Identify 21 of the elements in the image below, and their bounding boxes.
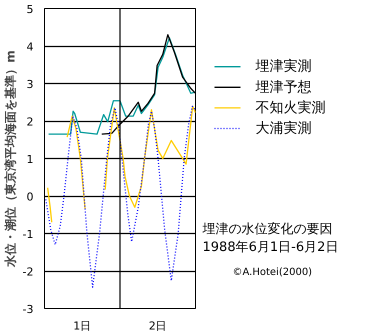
y-tick-label: 0 [26,190,34,204]
y-tick-label: -2 [22,266,34,278]
y-tick-label: 5 [26,3,34,16]
y-tick-label: 3 [26,78,34,91]
text: 埋津の水位変化の要因 [202,221,332,238]
line-series [48,37,196,135]
text: 1988年6月1日-6月2日 [202,240,338,256]
x-tick-label: 1日 [73,320,92,332]
y-tick-label: 1 [26,153,34,166]
text: ©A.Hotei(2000) [232,267,312,278]
y-tick-label: -3 [22,303,34,316]
legend-label: 大浦実測 [256,120,312,136]
x-tick-label: 2日 [148,320,167,332]
legend-label: 不知火実測 [256,100,326,116]
y-axis-title: 水位・潮位（東京湾平均海面を基準）m [4,50,18,268]
y-tick-label: -1 [22,228,34,241]
legend-label: 埋津予想 [254,79,312,96]
y-tick-label: 2 [26,116,34,128]
y-tick-label: 4 [26,40,34,54]
legend-label: 埋津実測 [254,58,312,75]
line-series [45,106,196,288]
